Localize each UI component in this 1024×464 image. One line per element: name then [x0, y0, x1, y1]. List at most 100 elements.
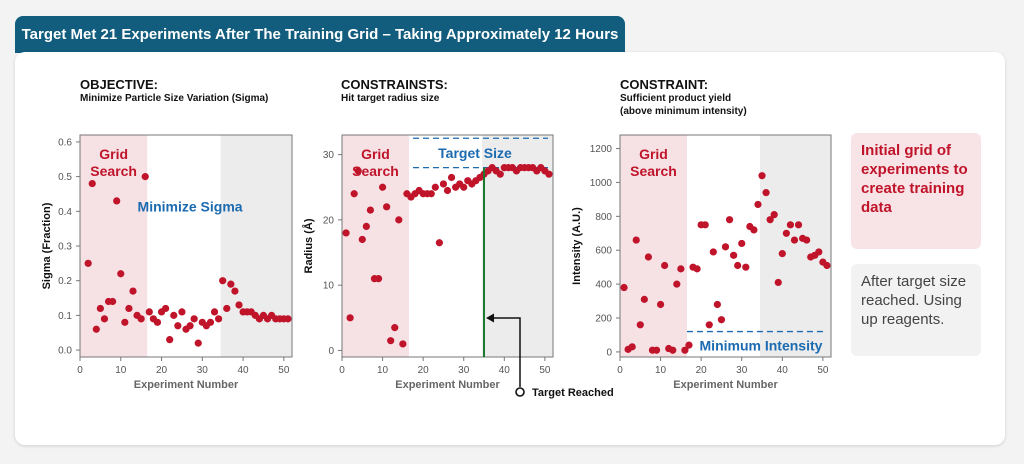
intensity-data-point	[823, 261, 831, 270]
sigma-data-point	[178, 308, 186, 316]
intensity-data-point	[750, 226, 758, 234]
sigma-data-point	[194, 339, 202, 347]
sigma-data-point	[223, 304, 231, 313]
radius-ytick-label: 0	[328, 346, 334, 357]
intensity-data-point	[628, 343, 636, 351]
sigma-data-point	[170, 311, 178, 319]
intensity-data-point	[766, 216, 774, 224]
intensity-data-point	[717, 316, 726, 324]
radius-data-point	[387, 337, 395, 345]
radius-data-point	[358, 235, 366, 244]
intensity-minimum-intensity-label: Minimum Intensity	[700, 338, 823, 354]
radius-ytick-label: 20	[323, 215, 335, 226]
intensity-data-point	[730, 251, 738, 259]
panel-intensity-subtitle-line2: (above minimum intensity)	[620, 106, 747, 117]
radius-data-point	[378, 183, 387, 191]
sigma-data-point	[206, 318, 215, 326]
intensity-grid-search-label-1: Grid	[639, 146, 668, 162]
sigma-annotation: Minimize Sigma	[138, 198, 243, 214]
intensity-data-point	[758, 172, 766, 180]
sigma-ytick-label: 0.5	[58, 172, 72, 183]
radius-data-point	[366, 206, 375, 214]
intensity-ytick-label: 800	[595, 212, 612, 223]
radius-target-reached-marker	[515, 387, 525, 397]
sigma-data-point	[162, 304, 170, 313]
radius-data-point	[399, 340, 407, 348]
radius-target-size-label: Target Size	[438, 145, 512, 161]
radius-data-point	[435, 239, 443, 247]
intensity-data-point	[685, 341, 693, 349]
radius-xtick-label: 20	[418, 365, 430, 376]
sigma-data-point	[109, 297, 117, 306]
radius-data-point	[350, 190, 358, 198]
sigma-data-point	[137, 315, 145, 323]
sigma-xtick-label: 40	[238, 365, 250, 376]
sigma-ytick-label: 0.2	[58, 276, 72, 287]
radius-data-point	[496, 170, 504, 178]
radius-grid-search-label-1: Grid	[361, 146, 390, 162]
intensity-data-point	[786, 221, 795, 229]
sigma-data-point	[190, 315, 198, 323]
sigma-yaxis-label: Sigma (Fraction)	[41, 202, 53, 289]
intensity-data-point	[721, 243, 730, 251]
sigma-data-point	[215, 315, 223, 323]
intensity-data-point	[770, 211, 778, 219]
sigma-xaxis-label: Experiment Number	[134, 379, 239, 391]
radius-data-point	[460, 183, 468, 191]
intensity-ytick-label: 0	[606, 347, 612, 358]
sigma-data-point	[141, 173, 149, 181]
sigma-grid-search-label-1: Grid	[99, 146, 128, 162]
intensity-data-point	[754, 200, 762, 209]
radius-data-point	[443, 186, 452, 195]
panel-intensity-subtitle-line1: Sufficient product yield	[620, 93, 732, 104]
radius-target-reached-label: Target Reached	[532, 387, 614, 399]
intensity-data-point	[681, 346, 689, 354]
radius-xtick-label: 30	[458, 365, 470, 376]
sigma-data-point	[186, 322, 194, 330]
radius-data-point	[439, 180, 448, 188]
radius-xtick-label: 50	[539, 365, 551, 376]
radius-target-reached-callout	[493, 317, 521, 387]
radius-yaxis-label: Radius (Å)	[302, 218, 315, 273]
intensity-xtick-label: 50	[817, 365, 829, 376]
legend-grid-search: Initial grid of experiments to create tr…	[851, 133, 981, 249]
sigma-xtick-label: 20	[156, 365, 168, 376]
sigma-data-point	[121, 318, 129, 326]
panel-objective-subtitle: Minimize Particle Size Variation (Sigma)	[80, 93, 269, 104]
sigma-data-point	[100, 315, 109, 323]
sigma-region-after	[220, 135, 292, 357]
sigma-data-point	[174, 322, 182, 330]
intensity-xtick-label: 20	[696, 365, 708, 376]
panel-objective-heading: OBJECTIVE: Minimize Particle Size Variat…	[80, 77, 268, 105]
sigma-data-point	[145, 308, 153, 316]
intensity-data-point	[661, 261, 669, 270]
intensity-data-point	[815, 248, 823, 256]
intensity-data-point	[734, 261, 742, 270]
intensity-ytick-label: 200	[595, 314, 612, 325]
sigma-data-point	[166, 336, 174, 344]
intensity-ytick-label: 600	[595, 246, 612, 257]
sigma-xtick-label: 10	[115, 365, 127, 376]
sigma-data-point	[96, 304, 104, 313]
radius-xtick-label: 10	[377, 365, 389, 376]
banner-title: Target Met 21 Experiments After The Trai…	[15, 16, 625, 53]
intensity-ytick-label: 1200	[590, 144, 613, 155]
panel-intensity-title: CONSTRAINT:	[620, 77, 709, 92]
intensity-data-point	[803, 236, 811, 244]
intensity-data-point	[652, 346, 661, 354]
radius-data-point	[374, 275, 383, 283]
radius-plot-frame	[341, 134, 554, 358]
intensity-data-point	[725, 216, 734, 224]
intensity-xtick-label: 10	[655, 365, 667, 376]
intensity-data-point	[774, 278, 782, 287]
radius-data-point	[362, 222, 370, 231]
sigma-data-point	[284, 315, 292, 323]
sigma-data-point	[92, 325, 100, 333]
intensity-data-point	[709, 248, 717, 256]
sigma-data-point	[153, 318, 162, 326]
panel-radius-subtitle: Hit target radius size	[341, 93, 440, 104]
intensity-data-point	[644, 253, 653, 261]
sigma-data-point	[88, 179, 96, 188]
sigma-ytick-label: 0.6	[58, 137, 72, 148]
